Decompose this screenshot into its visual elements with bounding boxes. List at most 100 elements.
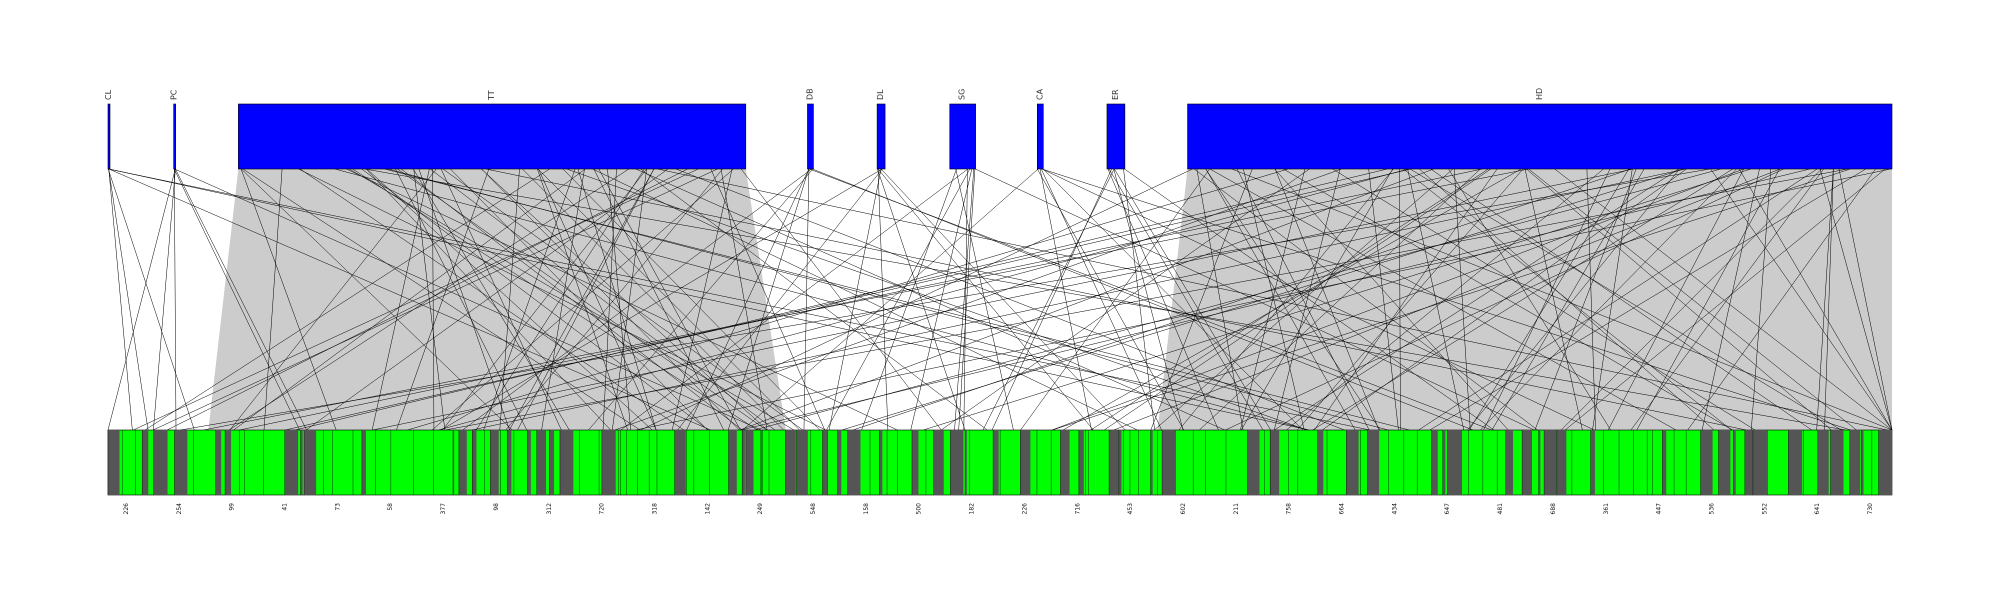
- link-line: [285, 168, 1412, 431]
- link-line: [991, 168, 1112, 431]
- link-line: [1154, 168, 1454, 431]
- link-line: [1108, 168, 1264, 431]
- link-line: [877, 168, 966, 431]
- link-line: [384, 168, 1410, 431]
- link-line: [975, 168, 1535, 431]
- link-line: [963, 168, 968, 431]
- link-line: [640, 168, 988, 431]
- bottom-block-gap: [507, 430, 512, 495]
- link-line: [861, 168, 957, 431]
- bottom-block-gap: [1861, 430, 1864, 495]
- bottom-block-gap: [1733, 430, 1736, 495]
- link-line: [1113, 168, 1781, 431]
- top-block-label-db: DB: [805, 88, 814, 100]
- link-line: [1243, 168, 1305, 431]
- link-line: [1104, 168, 1491, 431]
- link-line: [1524, 168, 1583, 431]
- link-line: [1469, 168, 1630, 431]
- bottom-tick-label: 716: [1074, 503, 1081, 515]
- bottom-tick-label: 226: [123, 503, 130, 515]
- bottom-block-gap: [1849, 430, 1861, 495]
- top-block-tt: [238, 103, 747, 170]
- bottom-tick-label: 318: [651, 503, 658, 515]
- bottom-block-gap: [1346, 430, 1359, 495]
- bottom-block-gap: [1317, 430, 1324, 495]
- link-line: [593, 168, 724, 431]
- link-line: [577, 168, 657, 431]
- bottom-tick-label: 730: [1867, 503, 1874, 515]
- link-line: [1039, 168, 1092, 431]
- bottom-block-gap: [1817, 430, 1829, 495]
- link-line: [366, 168, 653, 431]
- link-line: [372, 168, 1634, 431]
- bottom-block-gap: [108, 430, 120, 495]
- bottom-block-gap: [1162, 430, 1175, 495]
- bottom-block-gap: [536, 430, 547, 495]
- bottom-block-gap: [1538, 430, 1541, 495]
- link-line: [1194, 168, 1538, 431]
- link-line: [294, 168, 1388, 431]
- bottom-block-gap: [1590, 430, 1595, 495]
- link-line: [1178, 168, 1394, 431]
- link-line: [1407, 168, 1465, 431]
- link-line: [1448, 168, 1611, 431]
- link-line: [955, 168, 1014, 431]
- bottom-block-gap: [1522, 430, 1532, 495]
- link-line: [174, 168, 762, 431]
- link-line: [1314, 168, 1498, 431]
- link-line: [1286, 168, 1604, 431]
- bottom-block-gap: [674, 430, 686, 495]
- link-line: [152, 168, 718, 431]
- bottom-block-gap: [361, 430, 366, 495]
- link-line: [1205, 168, 1381, 431]
- link-line: [430, 168, 776, 431]
- top-block-pc: [173, 103, 176, 170]
- bottom-tick-label: 720: [599, 503, 606, 515]
- top-block-db: [807, 103, 814, 170]
- link-line: [1526, 168, 1832, 431]
- bottom-block-gap: [879, 430, 883, 495]
- bottom-tick-label: 688: [1550, 503, 1557, 515]
- link-line: [1467, 168, 1680, 431]
- link-line: [1052, 168, 1851, 431]
- bottom-block-gap: [472, 430, 477, 495]
- bottom-block-gap: [458, 430, 467, 495]
- link-line: [686, 168, 810, 431]
- bottom-block-gap: [1505, 430, 1513, 495]
- bottom-block-gap: [1830, 430, 1844, 495]
- link-line: [229, 168, 437, 431]
- link-line: [440, 168, 562, 431]
- bottom-block-gap: [1442, 430, 1446, 495]
- link-line: [505, 168, 723, 431]
- link-line: [598, 168, 741, 431]
- link-line: [1418, 168, 1818, 431]
- link-line: [710, 168, 826, 431]
- link-line: [1483, 168, 1611, 431]
- link-line: [1062, 168, 1522, 431]
- link-line: [910, 168, 973, 431]
- link-line: [1274, 168, 1509, 431]
- link-line: [635, 168, 1891, 431]
- bottom-tick-label: 447: [1656, 503, 1663, 515]
- bottom-block-gap: [1150, 430, 1153, 495]
- bottom-tick-label: 249: [757, 503, 764, 515]
- top-block-label-sg: SG: [958, 89, 967, 100]
- bottom-tick-label: 58: [387, 503, 394, 511]
- bottom-block-gap: [300, 430, 303, 495]
- link-line: [1687, 168, 1876, 431]
- link-line: [828, 168, 882, 431]
- bottom-tick-label: 548: [810, 503, 817, 515]
- bottom-block-gap: [911, 430, 919, 495]
- bottom-block-gap: [174, 430, 188, 495]
- bottom-tick-label: 758: [1286, 503, 1293, 515]
- bottom-tick-label: 664: [1339, 503, 1346, 515]
- top-block-label-ca: CA: [1035, 88, 1044, 100]
- link-line: [1409, 168, 1842, 431]
- link-line: [982, 168, 1115, 431]
- link-line: [1399, 168, 1401, 431]
- top-block-sg: [949, 103, 976, 170]
- bottom-block-gap: [559, 430, 574, 495]
- bottom-tick-label: 142: [704, 503, 711, 515]
- link-line: [635, 168, 1225, 431]
